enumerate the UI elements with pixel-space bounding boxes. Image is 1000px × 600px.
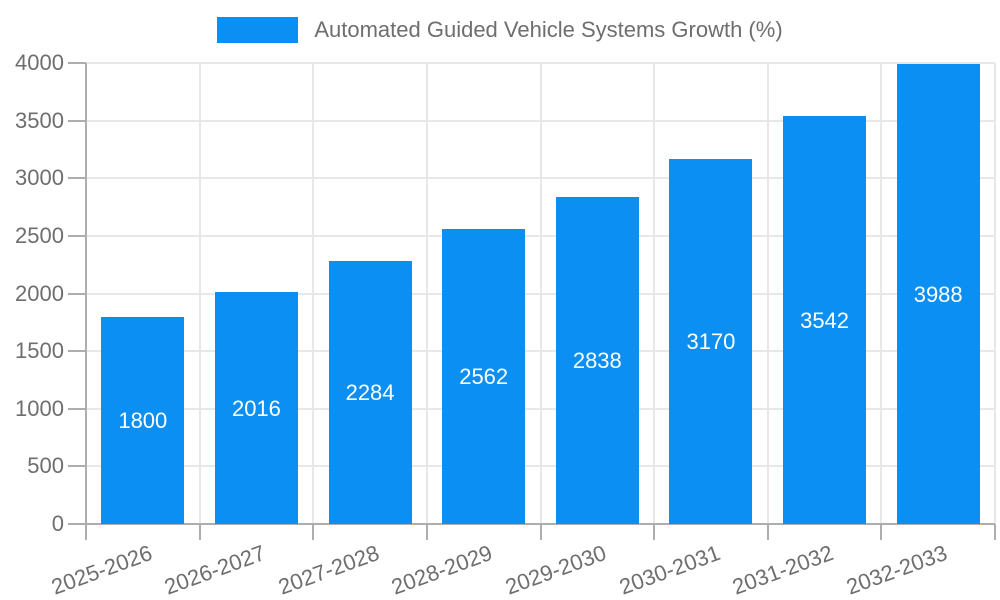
x-tick-label: 2026-2027	[161, 540, 269, 600]
y-tick-mark	[68, 119, 86, 122]
y-tick-mark	[68, 407, 86, 410]
x-gridline	[766, 63, 769, 524]
y-tick-label: 1500	[15, 338, 64, 364]
bar[interactable]	[783, 115, 867, 524]
bar-value-label: 2562	[459, 364, 509, 390]
x-tick-mark	[880, 524, 883, 540]
x-gridline	[198, 63, 201, 524]
bar[interactable]	[442, 228, 526, 524]
x-tick-mark	[425, 524, 428, 540]
bar-value-label: 3988	[913, 282, 963, 308]
bar-value-label: 1800	[118, 408, 168, 434]
y-tick-mark	[68, 465, 86, 468]
x-tick-mark	[653, 524, 656, 540]
y-tick-label: 0	[51, 511, 64, 536]
y-tick-label: 2500	[15, 222, 64, 248]
x-tick-label: 2028-2029	[388, 540, 496, 600]
y-tick-label: 2000	[15, 280, 64, 306]
bar[interactable]	[328, 260, 412, 524]
bar[interactable]	[555, 196, 639, 524]
x-tick-mark	[539, 524, 542, 540]
bar-value-label: 3542	[800, 307, 850, 333]
bar[interactable]	[214, 291, 298, 524]
x-tick-mark	[85, 524, 87, 540]
y-tick-label: 3500	[15, 107, 64, 133]
x-gridline	[425, 63, 428, 524]
y-tick-mark	[68, 234, 86, 237]
bar-value-label: 2016	[231, 395, 281, 421]
x-axis-line	[86, 523, 995, 525]
y-tick-mark	[68, 523, 86, 525]
x-gridline	[880, 63, 883, 524]
x-gridline	[539, 63, 542, 524]
y-tick-label: 3000	[15, 165, 64, 191]
x-gridline	[312, 63, 315, 524]
x-tick-mark	[994, 524, 996, 540]
legend-label: Automated Guided Vehicle Systems Growth …	[314, 17, 783, 42]
x-tick-label: 2027-2028	[274, 540, 383, 600]
x-tick-label: 2025-2026	[47, 540, 156, 600]
bar[interactable]	[669, 158, 753, 524]
bar-value-label: 2284	[345, 380, 395, 406]
x-tick-mark	[312, 524, 315, 540]
bar-value-label: 2838	[572, 348, 622, 374]
legend-swatch	[217, 17, 299, 43]
legend-item[interactable]: Automated Guided Vehicle Systems Growth …	[0, 17, 1000, 43]
y-tick-mark	[68, 292, 86, 295]
y-tick-label: 1000	[15, 395, 64, 421]
bar-value-label: 3170	[686, 329, 736, 355]
bar[interactable]	[896, 64, 980, 524]
y-tick-mark	[68, 177, 86, 180]
x-tick-mark	[766, 524, 769, 540]
y-tick-label: 4000	[15, 50, 64, 75]
y-tick-mark	[68, 350, 86, 353]
x-gridline	[994, 63, 996, 524]
x-tick-label: 2029-2030	[502, 540, 610, 600]
bar[interactable]	[101, 316, 185, 524]
x-tick-label: 2032-2033	[842, 540, 951, 600]
y-tick-label: 500	[27, 453, 64, 479]
y-tick-mark	[68, 62, 86, 64]
y-axis-line	[85, 63, 87, 524]
x-tick-label: 2030-2031	[615, 540, 724, 600]
x-tick-label: 2031-2032	[729, 540, 837, 600]
x-tick-mark	[198, 524, 201, 540]
x-gridline	[653, 63, 656, 524]
